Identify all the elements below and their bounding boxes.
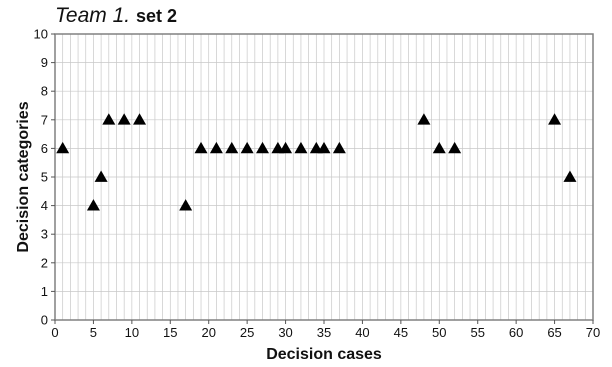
x-tick-label: 45 — [394, 325, 408, 340]
data-point-triangle — [332, 141, 346, 154]
data-point-triangle — [56, 141, 70, 154]
y-axis-ticks: 0 1 2 3 4 5 6 7 8 9 10 — [34, 27, 55, 328]
y-tick-label: 1 — [41, 284, 48, 299]
chart-title: Team 1. set 2 — [55, 4, 177, 28]
x-tick-label: 10 — [125, 325, 139, 340]
y-tick-label: 5 — [41, 170, 48, 185]
chart-title-team: Team 1. — [55, 4, 131, 27]
x-tick-label: 60 — [509, 325, 523, 340]
x-tick-label: 0 — [51, 325, 58, 340]
data-point-triangle — [94, 170, 108, 182]
data-point-triangle — [256, 141, 270, 154]
data-point-triangle — [432, 141, 446, 154]
data-point-triangle — [548, 113, 562, 125]
data-point-triangle — [225, 141, 239, 154]
data-point-triangle — [317, 141, 331, 154]
x-tick-label: 25 — [240, 325, 254, 340]
data-point-triangle — [448, 141, 462, 154]
x-tick-label: 30 — [278, 325, 292, 340]
data-point-triangle — [209, 141, 223, 154]
y-tick-label: 10 — [34, 27, 48, 42]
chart-title-set: set 2 — [135, 6, 177, 26]
data-point-triangle — [563, 170, 577, 182]
x-tick-label: 35 — [317, 325, 331, 340]
x-tick-label: 5 — [90, 325, 97, 340]
data-point-triangle — [279, 141, 293, 154]
data-point-triangle — [86, 199, 100, 211]
x-tick-label: 15 — [163, 325, 177, 340]
y-tick-label: 7 — [41, 112, 48, 127]
data-point-triangle — [117, 113, 131, 125]
data-point-triangle — [240, 141, 254, 154]
x-tick-label: 65 — [547, 325, 561, 340]
y-tick-label: 2 — [41, 255, 48, 270]
x-axis-label: Decision cases — [266, 346, 382, 363]
y-tick-label: 0 — [41, 313, 48, 328]
grid-lines — [55, 34, 593, 320]
x-tick-label: 40 — [355, 325, 369, 340]
x-tick-label: 50 — [432, 325, 446, 340]
y-axis-label: Decision categories — [15, 101, 32, 252]
data-points — [56, 113, 577, 211]
y-tick-label: 3 — [41, 227, 48, 242]
data-point-triangle — [133, 113, 147, 125]
y-tick-label: 8 — [41, 84, 48, 99]
y-tick-label: 6 — [41, 141, 48, 156]
y-tick-label: 4 — [41, 198, 48, 213]
x-axis-ticks: 0 5 10 15 20 25 30 35 40 45 50 55 60 65 70 — [51, 320, 600, 340]
x-tick-label: 55 — [470, 325, 484, 340]
data-point-triangle — [194, 141, 208, 154]
data-point-triangle — [102, 113, 116, 125]
data-point-triangle — [294, 141, 308, 154]
data-point-triangle — [417, 113, 431, 125]
x-tick-label: 20 — [201, 325, 215, 340]
x-tick-label: 70 — [586, 325, 600, 340]
data-point-triangle — [179, 199, 193, 211]
y-tick-label: 9 — [41, 55, 48, 70]
